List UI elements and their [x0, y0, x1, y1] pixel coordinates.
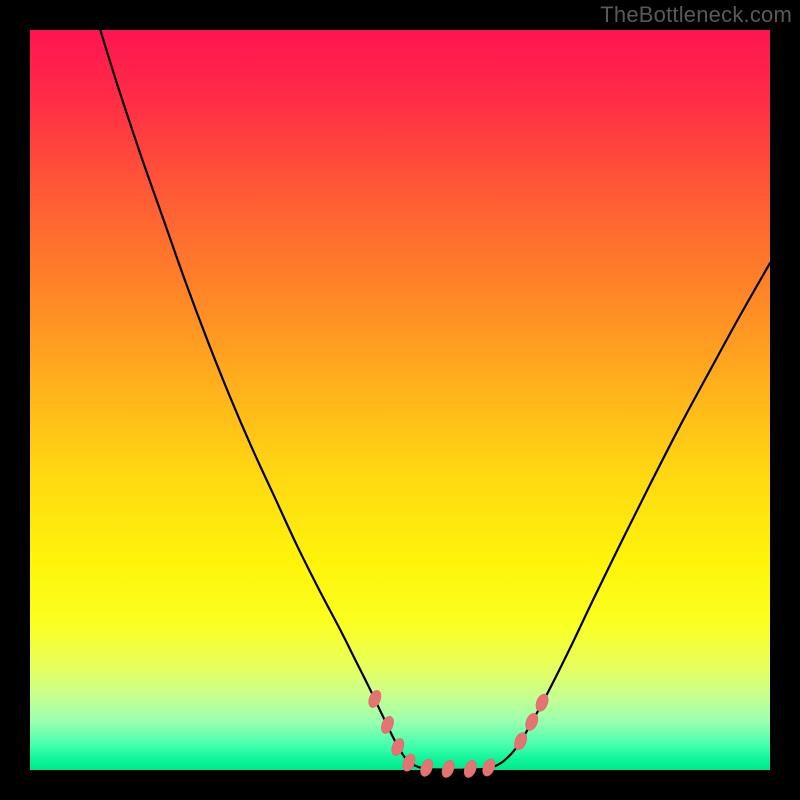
plot-background — [30, 30, 770, 770]
chart-svg — [0, 0, 800, 800]
watermark-text: TheBottleneck.com — [600, 2, 792, 28]
figure-root: TheBottleneck.com — [0, 0, 800, 800]
